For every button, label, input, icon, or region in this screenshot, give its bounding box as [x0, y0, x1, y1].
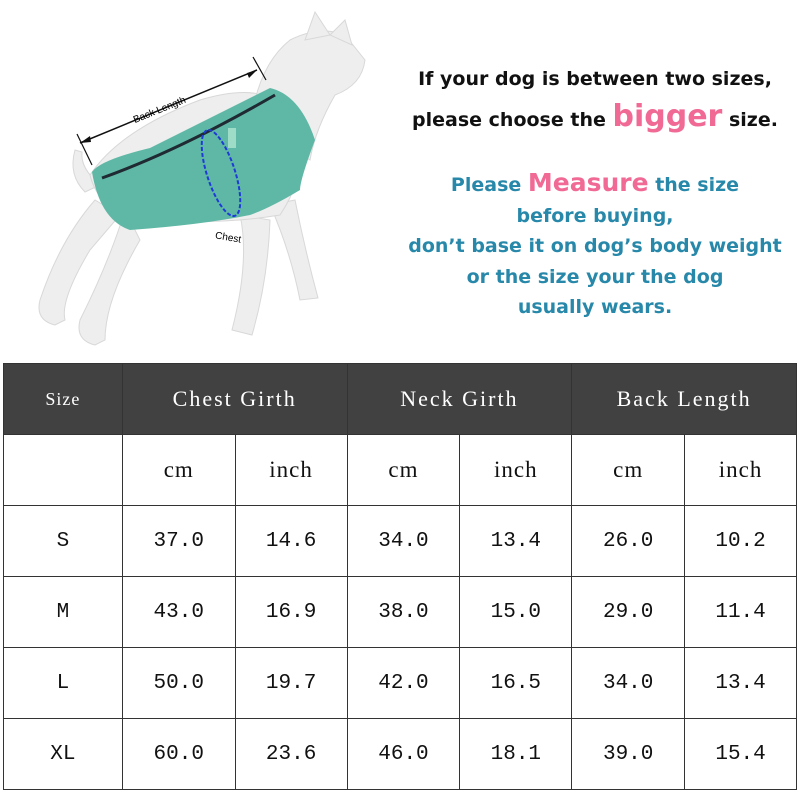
header-row: Size Chest Girth Neck Girth Back Length — [3, 363, 797, 435]
chest-label: Chest — [214, 230, 242, 245]
emphasis-measure: Measure — [527, 168, 649, 197]
size-advice: If your dog is between two sizes, please… — [395, 60, 795, 139]
size-cell: M — [3, 576, 123, 648]
value-cell: 38.0 — [346, 576, 461, 648]
value-cell: 14.6 — [234, 505, 348, 577]
value-cell: 15.4 — [684, 718, 797, 790]
value-cell: 23.6 — [234, 718, 348, 790]
value-cell: 50.0 — [121, 647, 236, 719]
value-cell: 18.1 — [459, 718, 573, 790]
value-cell: 43.0 — [121, 576, 236, 648]
value-cell: 11.4 — [684, 576, 797, 648]
header-chest-girth: Chest Girth — [121, 363, 348, 435]
measure-text: Please — [450, 174, 522, 196]
value-cell: 16.9 — [234, 576, 348, 648]
size-cell: S — [3, 505, 123, 577]
value-cell: 19.7 — [234, 647, 348, 719]
table-row: XL 60.0 23.6 46.0 18.1 39.0 15.4 — [3, 718, 797, 790]
value-cell: 34.0 — [346, 505, 461, 577]
measure-line-1: Please Measure the size — [390, 168, 800, 201]
measure-line-2: before buying, — [516, 204, 674, 227]
value-cell: 16.5 — [459, 647, 573, 719]
table-row: M 43.0 16.9 38.0 15.0 29.0 11.4 — [3, 576, 797, 648]
measure-line-5: usually wears. — [517, 296, 673, 318]
size-chart-table: Size Chest Girth Neck Girth Back Length … — [3, 363, 797, 790]
unit-cell: inch — [234, 434, 348, 506]
header-back-length: Back Length — [571, 363, 797, 435]
value-cell: 26.0 — [571, 505, 686, 577]
unit-cell: cm — [571, 434, 686, 506]
unit-row: cm inch cm inch cm inch — [3, 434, 797, 506]
value-cell: 42.0 — [346, 647, 461, 719]
advice-line-1: If your dog is between two sizes, — [418, 68, 772, 90]
value-cell: 46.0 — [346, 718, 461, 790]
value-cell: 29.0 — [571, 576, 686, 648]
advice-text: please choose the — [412, 109, 606, 131]
header-neck-girth: Neck Girth — [346, 363, 573, 435]
advice-text: size. — [728, 109, 778, 131]
advice-line-2: please choose the bigger size. — [395, 98, 795, 139]
table-row: S 37.0 14.6 34.0 13.4 26.0 10.2 — [3, 505, 797, 577]
unit-cell: inch — [684, 434, 797, 506]
unit-cell: inch — [459, 434, 573, 506]
value-cell: 10.2 — [684, 505, 797, 577]
emphasis-bigger: bigger — [612, 99, 723, 134]
measure-advice: Please Measure the size before buying, d… — [390, 168, 800, 323]
unit-cell: cm — [346, 434, 461, 506]
measure-line-4: or the size your the dog — [466, 265, 724, 288]
value-cell: 13.4 — [684, 647, 797, 719]
dog-mannequin-illustration: Back Length Chest — [38, 10, 366, 346]
value-cell: 34.0 — [571, 647, 686, 719]
value-cell: 39.0 — [571, 718, 686, 790]
measure-line-3: don’t base it on dog’s body weight — [408, 235, 782, 257]
table-row: L 50.0 19.7 42.0 16.5 34.0 13.4 — [3, 647, 797, 719]
value-cell: 13.4 — [459, 505, 573, 577]
value-cell: 15.0 — [459, 576, 573, 648]
measure-text: the size — [655, 174, 740, 196]
empty-cell — [3, 434, 123, 506]
size-cell: L — [3, 647, 123, 719]
size-cell: XL — [3, 718, 123, 790]
unit-cell: cm — [121, 434, 236, 506]
value-cell: 37.0 — [121, 505, 236, 577]
header-size: Size — [3, 363, 123, 435]
value-cell: 60.0 — [121, 718, 236, 790]
